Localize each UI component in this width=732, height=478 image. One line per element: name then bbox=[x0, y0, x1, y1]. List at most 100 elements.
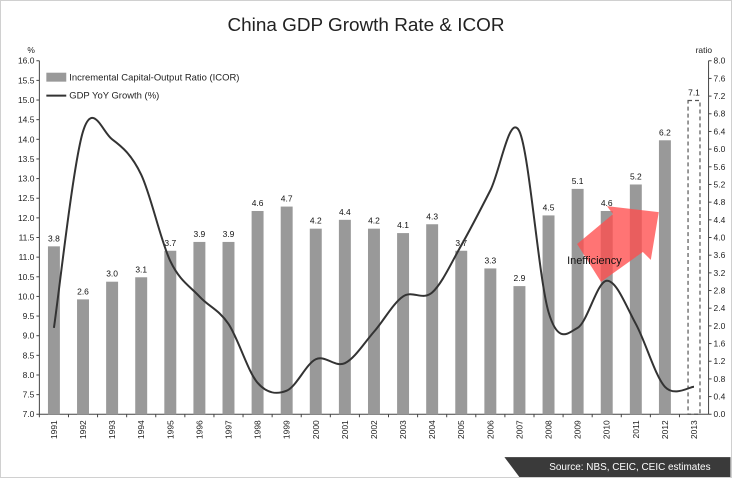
source-text: Source: NBS, CEIC, CEIC estimates bbox=[549, 462, 710, 473]
bar bbox=[251, 210, 264, 415]
bar bbox=[193, 241, 206, 415]
inefficiency-annotation: Inefficiency bbox=[567, 206, 659, 282]
right-tick-label: 4.0 bbox=[714, 232, 726, 242]
bar-value-label: 4.2 bbox=[368, 216, 380, 226]
right-tick-label: 0.0 bbox=[714, 409, 726, 419]
bar-value-label: 4.2 bbox=[310, 216, 322, 226]
bar bbox=[164, 250, 177, 415]
plot-area: 7.0 7.5 8.0 8.5 9.0 9.5 10.0 10.5 11.0 11.5 12.0 12… bbox=[18, 56, 726, 439]
right-tick-label: 8.0 bbox=[714, 56, 726, 66]
bar-value-label: 4.6 bbox=[252, 198, 264, 208]
left-tick-label: 10.5 bbox=[18, 272, 35, 282]
legend: Incremental Capital-Output Ratio (ICOR) … bbox=[46, 73, 239, 102]
x-tick-label: 2001 bbox=[340, 420, 350, 439]
right-tick-label: 2.4 bbox=[714, 303, 726, 313]
gdp-growth-line bbox=[52, 116, 695, 394]
x-tick-label: 2008 bbox=[544, 420, 554, 439]
bar-value-label: 4.4 bbox=[339, 207, 351, 217]
x-tick-label: 2013 bbox=[689, 420, 699, 439]
right-tick-label: 3.2 bbox=[714, 268, 726, 278]
bar-value-label: 3.7 bbox=[455, 238, 467, 248]
annotation-text: Inefficiency bbox=[567, 255, 622, 267]
bar bbox=[309, 228, 322, 415]
right-tick-label: 1.2 bbox=[714, 356, 726, 366]
bar-value-label: 7.1 bbox=[688, 88, 700, 98]
bar bbox=[135, 277, 148, 415]
bar bbox=[77, 299, 89, 415]
bar bbox=[629, 184, 642, 415]
left-tick-label: 7.0 bbox=[23, 409, 35, 419]
right-tick-label: 6.0 bbox=[714, 144, 726, 154]
bar-value-label: 3.9 bbox=[194, 229, 206, 239]
right-tick-label: 6.8 bbox=[714, 109, 726, 119]
bar-value-label: 3.7 bbox=[164, 238, 176, 248]
legend-swatch-icor bbox=[46, 72, 67, 82]
right-tick-label: 0.4 bbox=[714, 392, 726, 402]
x-tick-label: 1992 bbox=[78, 420, 88, 439]
x-tick-label: 2007 bbox=[514, 420, 524, 439]
left-tick-label: 13.5 bbox=[18, 154, 35, 164]
left-axis-unit: % bbox=[27, 45, 35, 55]
bar-estimate bbox=[687, 99, 701, 415]
bar-value-label: 6.2 bbox=[659, 127, 671, 137]
x-tick-label: 2003 bbox=[398, 420, 408, 439]
inefficiency-arrow-icon bbox=[577, 206, 659, 282]
x-tick-label: 1995 bbox=[165, 420, 175, 439]
left-tick-label: 10.0 bbox=[18, 291, 35, 301]
right-tick-label: 6.4 bbox=[714, 126, 726, 136]
legend-label-gdp: GDP YoY Growth (%) bbox=[69, 91, 159, 102]
bar bbox=[513, 286, 526, 415]
bar-value-label: 2.9 bbox=[514, 273, 526, 283]
right-axis-unit: ratio bbox=[696, 45, 713, 55]
bar bbox=[426, 224, 439, 415]
bar-value-label: 5.2 bbox=[630, 172, 642, 182]
right-tick-label: 5.6 bbox=[714, 162, 726, 172]
left-tick-label: 15.0 bbox=[18, 95, 35, 105]
left-tick-label: 14.5 bbox=[18, 115, 35, 125]
left-tick-label: 14.0 bbox=[18, 134, 35, 144]
x-tick-label: 2004 bbox=[427, 420, 437, 439]
bar bbox=[47, 246, 60, 415]
bar bbox=[222, 241, 235, 415]
x-tick-label: 2002 bbox=[369, 420, 379, 439]
left-tick-label: 12.5 bbox=[18, 193, 35, 203]
left-tick-label: 8.5 bbox=[23, 350, 35, 360]
right-tick-label: 1.6 bbox=[714, 339, 726, 349]
x-tick-label: 2000 bbox=[311, 420, 321, 439]
bar bbox=[571, 188, 584, 415]
right-tick-label: 3.6 bbox=[714, 250, 726, 260]
right-tick-label: 7.2 bbox=[714, 91, 726, 101]
left-tick-label: 16.0 bbox=[18, 56, 35, 66]
bar bbox=[484, 268, 497, 415]
left-tick-label: 11.0 bbox=[19, 252, 35, 262]
x-tick-label: 2009 bbox=[573, 420, 583, 439]
source-banner-bg bbox=[504, 457, 731, 477]
x-tick-label: 2011 bbox=[631, 420, 641, 438]
x-tick-label: 1991 bbox=[49, 420, 59, 439]
legend-label-icor: Incremental Capital-Output Ratio (ICOR) bbox=[69, 73, 239, 84]
bar-value-label: 4.3 bbox=[426, 211, 438, 221]
right-tick-label: 4.4 bbox=[714, 215, 726, 225]
bar bbox=[280, 206, 293, 415]
right-tick-label: 7.6 bbox=[714, 73, 726, 83]
bar-value-label: 4.5 bbox=[543, 202, 555, 212]
bar bbox=[106, 281, 119, 415]
bar-value-label: 2.6 bbox=[77, 286, 89, 296]
x-tick-label: 2005 bbox=[456, 420, 466, 439]
right-tick-label: 2.8 bbox=[714, 286, 726, 296]
bar bbox=[397, 233, 410, 415]
left-tick-label: 9.5 bbox=[23, 311, 35, 321]
bar bbox=[455, 250, 468, 415]
left-tick-label: 9.0 bbox=[23, 331, 35, 341]
left-tick-label: 13.0 bbox=[18, 174, 35, 184]
source-banner: Source: NBS, CEIC, CEIC estimates bbox=[504, 457, 731, 477]
bar-value-label: 3.1 bbox=[135, 264, 147, 274]
bar-value-label: 3.3 bbox=[484, 255, 496, 265]
bar-value-label: 4.1 bbox=[397, 220, 409, 230]
bar bbox=[338, 219, 351, 415]
x-tick-label: 1994 bbox=[136, 420, 146, 439]
bar-value-label: 3.0 bbox=[106, 269, 118, 279]
right-tick-label: 2.0 bbox=[714, 321, 726, 331]
x-tick-label: 2012 bbox=[660, 420, 670, 439]
